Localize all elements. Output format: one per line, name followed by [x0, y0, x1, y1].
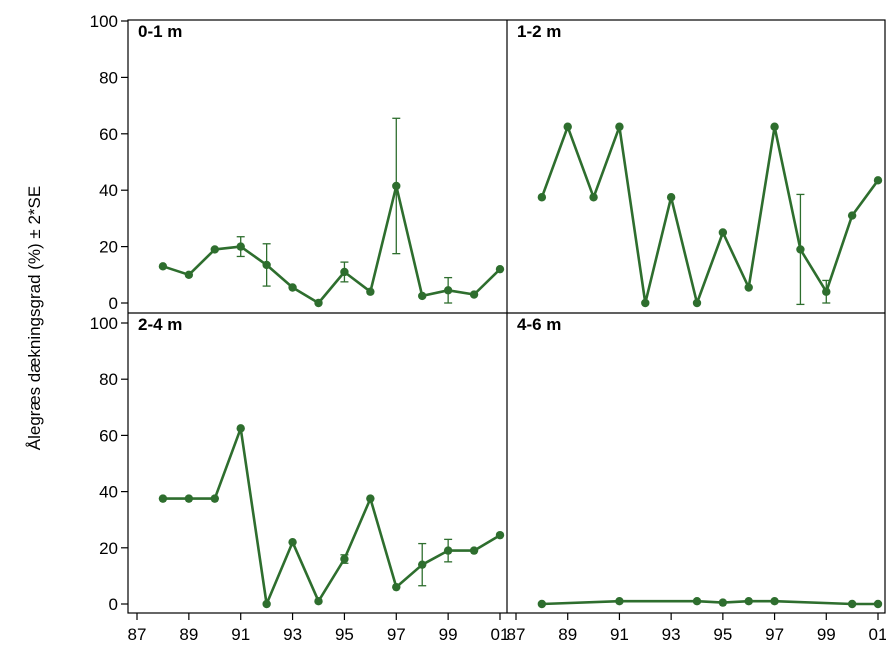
series-line	[162, 184, 501, 305]
y-tick-label: 20	[99, 539, 118, 558]
panel-title: 1-2 m	[517, 22, 561, 41]
data-point	[366, 494, 375, 503]
data-point	[236, 424, 245, 433]
x-tick-label: 89	[179, 625, 198, 644]
data-point	[184, 270, 194, 279]
x-tick-label: 93	[662, 625, 681, 644]
series-line	[541, 599, 878, 606]
data-point	[615, 596, 624, 606]
y-axis-label: Ålegræs dækningsgrad (%) ± 2*SE	[25, 186, 44, 450]
data-point	[692, 298, 702, 308]
data-point	[418, 291, 427, 301]
data-point	[495, 264, 505, 274]
x-tick-label: 97	[387, 625, 406, 644]
data-point	[537, 193, 547, 202]
y-tick-label: 0	[109, 595, 118, 614]
data-point	[288, 283, 297, 292]
y-tick-label: 40	[99, 483, 118, 502]
data-point	[744, 283, 753, 292]
data-point	[744, 596, 753, 606]
series-line	[540, 125, 880, 305]
data-point	[718, 598, 728, 607]
x-tick-label: 95	[335, 625, 354, 644]
data-point	[314, 596, 323, 606]
data-point	[641, 298, 650, 308]
data-point	[770, 596, 779, 606]
data-point	[873, 176, 883, 185]
data-point	[847, 599, 857, 609]
y-tick-label: 0	[109, 294, 118, 313]
data-point	[340, 554, 349, 564]
data-point	[210, 494, 219, 503]
y-tick-label: 40	[99, 181, 118, 200]
data-point	[796, 245, 805, 254]
x-tick-label: 91	[231, 625, 250, 644]
x-tick-label: 87	[507, 625, 526, 644]
data-point	[314, 298, 323, 308]
panel-title: 4-6 m	[517, 315, 561, 334]
data-point	[563, 122, 572, 131]
y-tick-label: 100	[90, 314, 118, 333]
panel-1: 1-2 m	[517, 22, 883, 308]
y-tick-label: 60	[99, 426, 118, 445]
x-tick-label: 97	[765, 625, 784, 644]
y-tick-label: 60	[99, 125, 118, 144]
panel-title: 0-1 m	[138, 22, 182, 41]
chart-frame	[127, 19, 886, 614]
x-tick-label: 93	[283, 625, 302, 644]
y-tick-label: 80	[99, 370, 118, 389]
data-point	[158, 262, 168, 271]
data-point	[822, 287, 831, 296]
x-tick-label: 99	[439, 625, 458, 644]
series-line	[162, 427, 501, 606]
x-tick-label: 99	[817, 625, 836, 644]
data-point	[495, 530, 505, 540]
x-tick-label: 87	[128, 625, 147, 644]
x-tick-label: 95	[713, 625, 732, 644]
data-point	[873, 599, 883, 609]
panel-0: 0-1 m	[138, 22, 505, 308]
data-point	[469, 290, 479, 299]
panel-2: 2-4 m	[138, 315, 505, 609]
data-point	[366, 287, 375, 296]
data-point	[443, 546, 453, 555]
y-tick-label: 80	[99, 68, 118, 87]
data-point	[770, 122, 779, 131]
data-point	[184, 494, 194, 503]
data-point	[692, 596, 702, 606]
data-point	[718, 228, 728, 237]
data-point	[847, 211, 857, 220]
panel-3: 4-6 m	[517, 315, 883, 609]
x-tick-label: 91	[610, 625, 629, 644]
data-point	[443, 286, 453, 295]
data-point	[158, 494, 168, 503]
data-point	[210, 245, 219, 254]
data-point	[392, 181, 401, 191]
y-tick-label: 20	[99, 238, 118, 257]
data-point	[666, 193, 676, 202]
data-point	[418, 560, 427, 569]
y-tick-label: 100	[90, 12, 118, 31]
data-point	[537, 599, 547, 609]
data-point	[469, 546, 479, 555]
data-point	[340, 267, 349, 277]
data-point	[236, 242, 245, 251]
data-point	[615, 122, 624, 131]
data-point	[262, 599, 271, 609]
x-tick-label: 01	[869, 625, 886, 644]
data-point	[392, 582, 401, 592]
data-point	[288, 537, 297, 547]
data-point	[589, 193, 598, 202]
panel-title: 2-4 m	[138, 315, 182, 334]
data-point	[262, 260, 271, 270]
chart-panels: 0-1 m 1-2 m 2-4 m 4-6 m	[138, 22, 883, 609]
x-tick-label: 89	[558, 625, 577, 644]
x-tick-label: 01	[491, 625, 510, 644]
